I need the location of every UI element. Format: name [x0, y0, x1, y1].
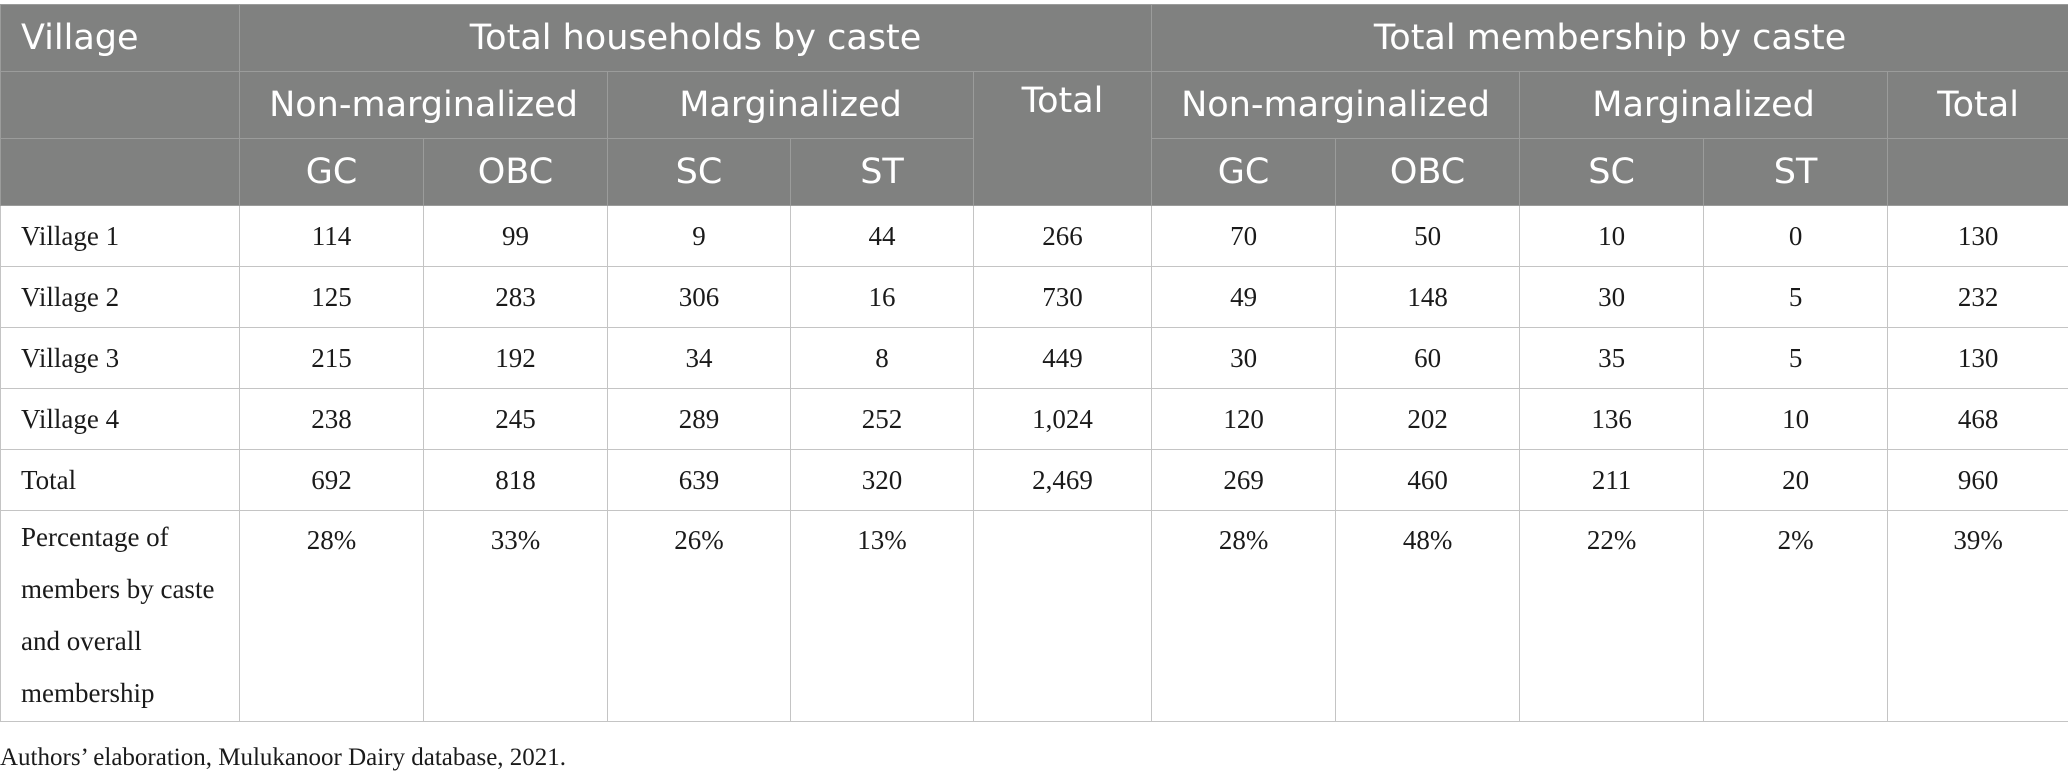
table-cell: 215 [239, 327, 424, 389]
table-cell: 269 [1151, 449, 1337, 511]
table-row: Percentage of members by caste and overa… [0, 510, 2068, 722]
table-cell: 136 [1519, 388, 1705, 450]
table-cell: 232 [1887, 266, 2068, 328]
header-mem-sc: SC [1519, 138, 1705, 206]
table-cell: 10 [1703, 388, 1889, 450]
table-row: Village 3 215 192 34 8 449 30 60 35 5 130 [0, 327, 2068, 389]
table-cell: 238 [239, 388, 424, 450]
header-hh-non-marginalized: Non-marginalized [239, 71, 608, 139]
table-cell: 468 [1887, 388, 2068, 450]
header-hh-marginalized: Marginalized [607, 71, 974, 139]
table-cell: 34 [607, 327, 791, 389]
table-header: Village Total households by caste Total … [0, 4, 2068, 206]
table-cell: 818 [423, 449, 608, 511]
table-cell: 49 [1151, 266, 1337, 328]
table-cell: 39% [1887, 510, 2068, 722]
table-cell: 9 [607, 205, 791, 267]
table-cell: 639 [607, 449, 791, 511]
table-row: Total 692 818 639 320 2,469 269 460 211 20 960 [0, 449, 2068, 511]
header-mem-total: Total [1887, 71, 2068, 139]
table-cell: 148 [1335, 266, 1521, 328]
table-cell: 44 [790, 205, 974, 267]
table-cell: 30 [1519, 266, 1705, 328]
table-cell: 13% [790, 510, 974, 722]
row-label: Village 1 [0, 205, 240, 267]
header-mem-non-marginalized: Non-marginalized [1151, 71, 1521, 139]
table-cell: 16 [790, 266, 974, 328]
row-label: Village 2 [0, 266, 240, 328]
header-mem-obc: OBC [1335, 138, 1521, 206]
row-label: Total [0, 449, 240, 511]
table-cell: 1,024 [972, 388, 1153, 450]
header-membership-group: Total membership by caste [1151, 4, 2068, 72]
table-row: Village 1 114 99 9 44 266 70 50 10 0 130 [0, 205, 2068, 267]
header-hh-sc: SC [607, 138, 791, 206]
table-cell: 22% [1519, 510, 1705, 722]
table-cell: 2,469 [972, 449, 1153, 511]
table-cell: 289 [607, 388, 791, 450]
row-label: Village 3 [0, 327, 240, 389]
table-cell: 252 [790, 388, 974, 450]
table-cell: 2% [1703, 510, 1889, 722]
table-cell: 245 [423, 388, 608, 450]
table-cell: 28% [1151, 510, 1337, 722]
table-cell: 266 [972, 205, 1153, 267]
table-cell: 130 [1887, 327, 2068, 389]
table-cell: 960 [1887, 449, 2068, 511]
table-cell: 33% [423, 510, 608, 722]
table-cell: 99 [423, 205, 608, 267]
table-cell: 449 [972, 327, 1153, 389]
table-cell: 70 [1151, 205, 1337, 267]
table-cell: 50 [1335, 205, 1521, 267]
table-cell: 211 [1519, 449, 1705, 511]
table-cell: 306 [607, 266, 791, 328]
table-cell: 125 [239, 266, 424, 328]
row-label: Percentage of members by caste and overa… [0, 510, 240, 722]
caste-membership-table: Village Total households by caste Total … [0, 4, 2068, 722]
table-row: Village 4 238 245 289 252 1,024 120 202 136 10 468 [0, 388, 2068, 450]
header-blank [1887, 138, 2068, 206]
header-hh-gc: GC [239, 138, 424, 206]
table-cell: 5 [1703, 266, 1889, 328]
table-cell: 130 [1887, 205, 2068, 267]
row-label: Village 4 [0, 388, 240, 450]
table-cell: 460 [1335, 449, 1521, 511]
header-mem-st: ST [1703, 138, 1889, 206]
table-cell: 8 [790, 327, 974, 389]
header-blank [0, 138, 240, 206]
table-cell: 120 [1151, 388, 1337, 450]
table-cell: 60 [1335, 327, 1521, 389]
table-cell: 35 [1519, 327, 1705, 389]
table-cell: 10 [1519, 205, 1705, 267]
table-cell: 20 [1703, 449, 1889, 511]
table-cell: 320 [790, 449, 974, 511]
table-cell: 5 [1703, 327, 1889, 389]
table-cell: 730 [972, 266, 1153, 328]
table-cell: 283 [423, 266, 608, 328]
table-cell: 30 [1151, 327, 1337, 389]
table-cell: 48% [1335, 510, 1521, 722]
header-hh-total: Total [972, 71, 1153, 206]
table-cell: 192 [423, 327, 608, 389]
table-cell: 28% [239, 510, 424, 722]
table-cell: 114 [239, 205, 424, 267]
table-cell [972, 510, 1153, 722]
header-hh-st: ST [790, 138, 974, 206]
header-mem-marginalized: Marginalized [1519, 71, 1889, 139]
header-hh-obc: OBC [423, 138, 608, 206]
table-cell: 692 [239, 449, 424, 511]
header-households-group: Total households by caste [238, 4, 1153, 72]
header-blank [0, 71, 240, 139]
table-footnote: Authors’ elaboration, Mulukanoor Dairy d… [0, 744, 567, 771]
table-cell: 26% [607, 510, 791, 722]
table-cell: 0 [1703, 205, 1889, 267]
table-row: Village 2 125 283 306 16 730 49 148 30 5 232 [0, 266, 2068, 328]
header-mem-gc: GC [1151, 138, 1337, 206]
header-village: Village [0, 4, 240, 72]
table-cell: 202 [1335, 388, 1521, 450]
